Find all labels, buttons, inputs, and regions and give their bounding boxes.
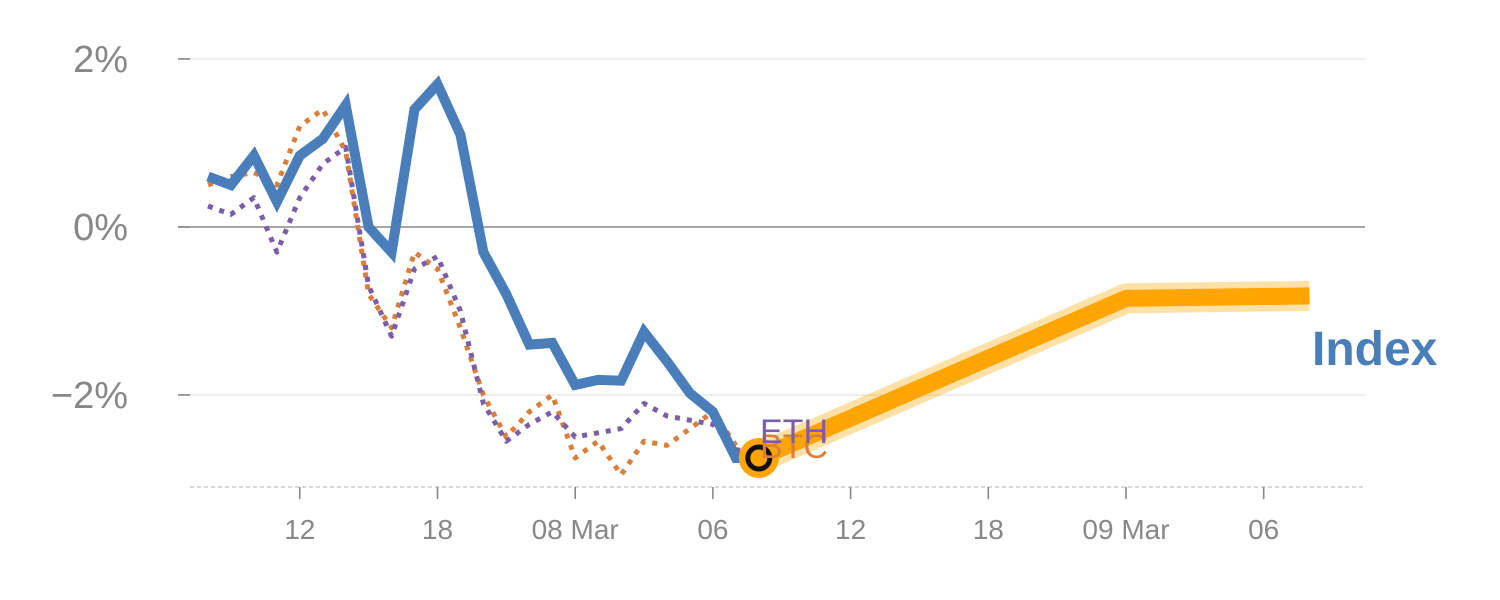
grid-layer (178, 58, 1365, 396)
y-tick-label: 0% (73, 207, 128, 249)
x-tick-label: 12 (284, 514, 315, 545)
btc-series-label: BTC (760, 428, 828, 466)
x-tick-label: 08 Mar (532, 514, 619, 545)
y-axis: 2% 0% −2% (51, 39, 190, 417)
index-series-line (206, 75, 759, 463)
eth-series-line (207, 144, 760, 457)
x-tick-label: 18 (973, 514, 1004, 545)
x-axis: 12 18 08 Mar 06 12 18 09 Mar 06 (190, 486, 1365, 545)
projection-line-halo (752, 280, 1310, 472)
series-layer (206, 75, 1310, 478)
y-tick-label: −2% (51, 375, 128, 417)
x-tick-label: 06 (1248, 514, 1279, 545)
projection-line (755, 287, 1310, 466)
x-tick-label: 09 Mar (1082, 514, 1169, 545)
eth-series-label: ETH (760, 413, 828, 451)
current-point-marker (745, 444, 773, 472)
x-tick-label: 12 (835, 514, 866, 545)
x-tick-label: 18 (422, 514, 453, 545)
index-series-label: Index (1312, 323, 1438, 376)
y-tick-label: 2% (73, 39, 128, 81)
btc-series-line (207, 106, 760, 478)
x-tick-label: 06 (697, 514, 728, 545)
